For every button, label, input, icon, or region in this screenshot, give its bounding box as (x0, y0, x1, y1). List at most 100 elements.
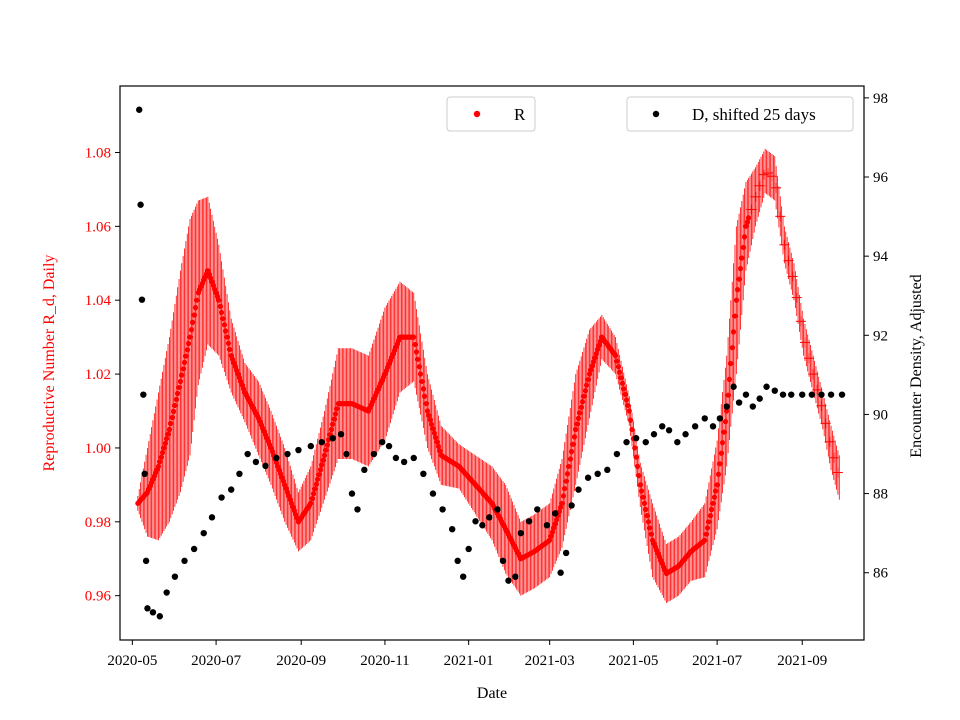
r-point (623, 397, 630, 403)
d-point (575, 486, 582, 493)
x-tick-label: 2020-07 (191, 653, 241, 669)
d-point (208, 514, 216, 521)
r-point (564, 471, 571, 477)
r-point (643, 506, 649, 513)
r-point (715, 471, 722, 477)
r-point (423, 401, 429, 407)
d-point (337, 431, 345, 438)
r-point (319, 462, 325, 468)
d-point (665, 427, 673, 434)
r-point (330, 421, 336, 427)
x-tick-label: 2021-03 (525, 653, 575, 669)
r-point (574, 421, 580, 427)
r-point (321, 452, 328, 458)
d-point (171, 573, 179, 580)
r-point (188, 327, 194, 333)
d-point (273, 454, 280, 462)
r-point (586, 371, 593, 377)
d-point (410, 454, 417, 462)
d-point (262, 462, 269, 470)
d-point (749, 403, 757, 410)
r-point (548, 533, 554, 539)
d-point (494, 506, 501, 513)
r-point (412, 341, 418, 348)
r-point (559, 500, 565, 506)
d-point (459, 573, 467, 580)
r-point (162, 440, 168, 446)
d-point (200, 529, 207, 537)
r-point (566, 463, 572, 470)
legend-r-marker (473, 110, 481, 118)
r-point (216, 297, 222, 303)
d-point (763, 383, 770, 390)
r-point (194, 297, 200, 303)
r-point (637, 482, 643, 488)
d-point (730, 383, 737, 390)
d-point (735, 399, 743, 406)
d-point (818, 391, 825, 398)
r-point (589, 363, 595, 369)
r-point (743, 223, 749, 229)
r-point (419, 378, 425, 385)
d-point (517, 529, 525, 537)
r-point (192, 305, 199, 311)
d-point (361, 466, 368, 474)
r-point (726, 376, 733, 382)
r-point (331, 416, 337, 422)
r-point (710, 500, 716, 506)
legend-r: R (446, 96, 536, 132)
r-point (626, 408, 632, 414)
d-point (543, 522, 551, 529)
r-point (641, 500, 647, 506)
r-point (713, 488, 719, 494)
r-point (721, 429, 727, 435)
right-y-tick-label: 96 (873, 170, 889, 186)
d-point (156, 613, 164, 620)
r-point (628, 417, 634, 423)
d-point (709, 423, 717, 430)
r-point (567, 456, 573, 462)
r-point (433, 435, 439, 441)
r-point (733, 297, 739, 303)
r-point (746, 215, 752, 221)
r-point (173, 396, 179, 403)
r-point (323, 447, 329, 453)
x-tick-label: 2021-07 (692, 653, 742, 669)
d-point (650, 431, 658, 438)
r-point (640, 494, 646, 500)
d-point (632, 434, 640, 442)
d-point (557, 569, 564, 576)
d-point (140, 391, 147, 398)
d-point (354, 506, 361, 513)
d-point (138, 296, 146, 303)
r-point (155, 463, 162, 470)
d-point (295, 446, 302, 454)
r-point (728, 360, 734, 367)
r-point (315, 476, 321, 482)
d-point (284, 450, 291, 458)
d-point (723, 403, 730, 410)
r-point (633, 454, 639, 460)
r-point (420, 386, 426, 392)
r-point (612, 353, 619, 359)
d-point (674, 438, 681, 446)
d-point (318, 438, 325, 446)
r-point (437, 448, 443, 454)
x-tick-label: 2020-09 (276, 653, 326, 669)
x-tick-label: 2020-05 (107, 653, 157, 669)
r-point (549, 529, 555, 535)
legend-d: D, shifted 25 days (626, 96, 854, 132)
r-point (709, 506, 715, 513)
d-point (439, 506, 446, 513)
r-point (312, 486, 318, 492)
r-point (584, 382, 590, 388)
r-point (547, 537, 553, 543)
d-point (551, 510, 559, 517)
d-point (525, 518, 533, 525)
right-y-axis-title: Encounter Density, Adjusted (908, 274, 925, 457)
r-point (717, 461, 723, 467)
d-point (149, 609, 157, 616)
r-point (725, 392, 731, 398)
d-point (779, 391, 787, 398)
d-point (429, 490, 437, 497)
